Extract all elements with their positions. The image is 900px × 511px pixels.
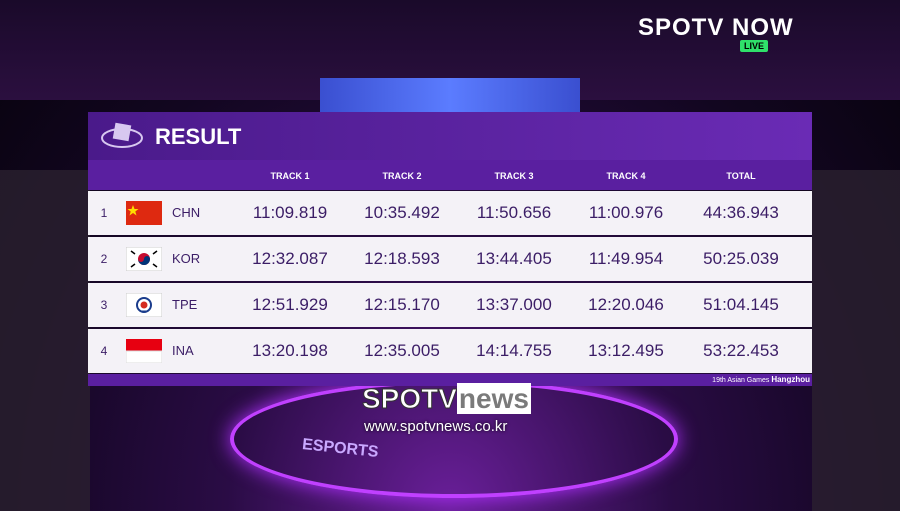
column-header: TRACK 1 xyxy=(270,171,310,181)
track-time: 14:14.755 xyxy=(476,341,552,360)
event-logo xyxy=(101,122,143,148)
result-row: 3 TPE 12:51.929 12:15.170 13:37.000 12:20.046… xyxy=(88,283,812,327)
flag xyxy=(126,201,162,225)
crowd-right xyxy=(812,170,900,511)
result-row: 4 INA 13:20.198 12:35.005 14:14.755 13:12.495… xyxy=(88,329,812,373)
rank: 2 xyxy=(100,252,108,266)
panel-title: RESULT xyxy=(155,124,242,149)
track-time: 12:32.087 xyxy=(252,249,328,268)
track-time: 13:20.198 xyxy=(252,341,328,360)
column-header: TOTAL xyxy=(726,171,756,181)
title-bar xyxy=(88,112,812,160)
country-code: TPE xyxy=(172,297,198,312)
track-time: 12:35.005 xyxy=(364,341,440,360)
track-time: 13:44.405 xyxy=(476,249,552,268)
track-time: 11:09.819 xyxy=(252,203,328,222)
track-time: 10:35.492 xyxy=(364,203,440,222)
event-city: Hangzhou xyxy=(771,375,810,384)
rank: 1 xyxy=(100,206,108,220)
rank: 4 xyxy=(100,344,108,358)
country-code: KOR xyxy=(172,251,201,266)
footer-bar xyxy=(88,374,812,386)
result-row: 2 KOR 12:32.087 12:18.593 13:44.405 11:49.954… xyxy=(88,237,812,281)
track-time: 11:00.976 xyxy=(588,203,664,222)
crowd-left xyxy=(0,170,90,511)
track-time: 13:12.495 xyxy=(588,341,664,360)
watermark-url: www.spotvnews.co.kr xyxy=(364,418,508,435)
country-code: INA xyxy=(172,343,194,358)
total-time: 50:25.039 xyxy=(703,249,779,268)
total-time: 53:22.453 xyxy=(703,341,779,360)
track-time: 12:18.593 xyxy=(364,249,440,268)
flag xyxy=(126,339,162,363)
column-header: TRACK 4 xyxy=(606,171,646,181)
track-time: 12:15.170 xyxy=(364,295,440,314)
column-header: TRACK 3 xyxy=(494,171,534,181)
watermark-news: news xyxy=(456,383,531,414)
flag xyxy=(126,247,162,271)
footer-text: 19th Asian Games Hangzhou xyxy=(712,375,810,386)
watermark-brand: SPOTVnews xyxy=(362,383,531,414)
country-code: CHN xyxy=(172,205,201,220)
track-time: 11:49.954 xyxy=(588,249,664,268)
live-badge: LIVE xyxy=(740,40,769,52)
watermark-spotv: SPOTV xyxy=(362,383,458,414)
track-time: 12:20.046 xyxy=(588,295,664,314)
result-row: 1 CHN 11:09.819 10:35.492 11:50.656 11:00.976… xyxy=(88,191,812,235)
flag xyxy=(126,293,162,317)
track-time: 13:37.000 xyxy=(476,295,552,314)
screen-lights xyxy=(320,78,580,114)
column-header: TRACK 2 xyxy=(382,171,422,181)
rank: 3 xyxy=(100,298,108,312)
event-name: 19th Asian Games xyxy=(712,377,770,384)
track-time: 12:51.929 xyxy=(252,295,328,314)
channel-logo: SPOTV NOW xyxy=(638,14,794,41)
track-time: 11:50.656 xyxy=(476,203,552,222)
header-row xyxy=(88,160,812,190)
total-time: 44:36.943 xyxy=(703,203,779,222)
total-time: 51:04.145 xyxy=(703,295,779,314)
